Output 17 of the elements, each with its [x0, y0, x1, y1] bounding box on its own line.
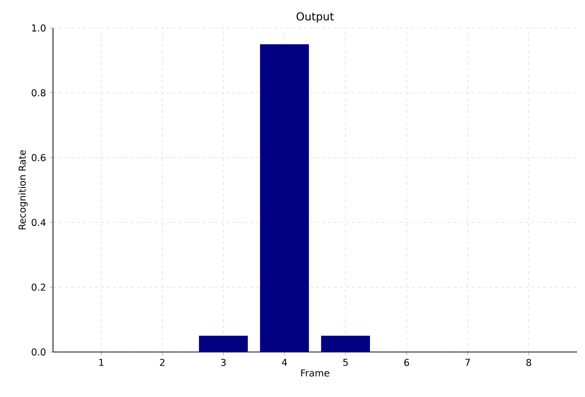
y-tick-label: 0.2: [32, 284, 46, 291]
x-tick-label: 5: [343, 358, 348, 366]
y-tick-label: 0.8: [32, 89, 46, 96]
y-tick-label: 0.0: [32, 348, 46, 356]
y-tick-label: 0.6: [32, 154, 46, 162]
x-axis-title: Frame: [301, 370, 330, 377]
x-tick-label: 4: [282, 358, 287, 366]
x-tick-label: 3: [221, 358, 226, 366]
x-tick-label: 8: [526, 358, 532, 366]
y-tick-label: 1.0: [32, 24, 46, 32]
y-tick-label: 0.4: [32, 218, 46, 226]
x-tick-label: 6: [404, 358, 410, 366]
x-tick-label: 1: [99, 358, 104, 366]
x-tick-label: 2: [160, 358, 164, 366]
chart-title: Output: [296, 12, 334, 23]
y-axis-title: Recognition Rate: [18, 150, 28, 230]
x-tick-label: 7: [465, 358, 470, 366]
